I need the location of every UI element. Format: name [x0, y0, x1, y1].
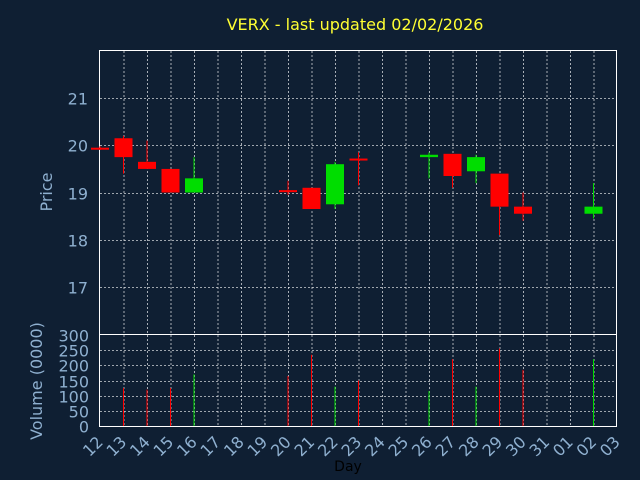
- volume-tick-label: 50: [69, 403, 89, 422]
- day-tick-label: 03: [596, 432, 624, 460]
- candle-body: [349, 158, 368, 161]
- volume-tick-label: 100: [58, 388, 89, 407]
- candle-body: [420, 154, 438, 158]
- price-tick-label: 18: [68, 232, 88, 251]
- candle-body: [302, 187, 321, 210]
- chart-title: VERX - last updated 02/02/2026: [227, 15, 484, 34]
- candle-body: [514, 206, 532, 214]
- candle-body: [161, 168, 180, 193]
- candlestick-series: [91, 135, 603, 235]
- candle-body: [467, 157, 485, 172]
- volume-tick-label: 200: [58, 357, 89, 376]
- volume-bar-series: [123, 348, 594, 426]
- day-axis-ticks: 1213141516171819202122232425262728293031…: [79, 432, 624, 460]
- price-tick-label: 20: [68, 137, 88, 156]
- volume-plot-frame: [99, 334, 617, 427]
- volume-tick-label: 150: [58, 373, 89, 392]
- price-tick-label: 17: [68, 279, 88, 298]
- candle-body: [490, 173, 509, 207]
- volume-tick-label: 250: [58, 342, 89, 361]
- price-tick-label: 19: [68, 185, 88, 204]
- price-axis-ticks: 17 18 19 20 21: [68, 90, 88, 298]
- candle-body: [443, 153, 462, 176]
- candle-body: [326, 164, 344, 205]
- price-tick-label: 21: [68, 90, 88, 109]
- candle-body: [114, 138, 133, 158]
- candle-body: [279, 190, 297, 193]
- day-axis-label: Day: [334, 459, 362, 475]
- price-axis-label: Price: [37, 172, 56, 211]
- candle-body: [584, 206, 603, 214]
- volume-tick-label: 0: [79, 418, 89, 437]
- candle-body: [91, 147, 109, 150]
- candle-body: [185, 178, 203, 193]
- volume-axis-label: Volume (0000): [27, 322, 46, 440]
- volume-tick-label: 300: [58, 327, 89, 346]
- candle-body: [138, 161, 156, 169]
